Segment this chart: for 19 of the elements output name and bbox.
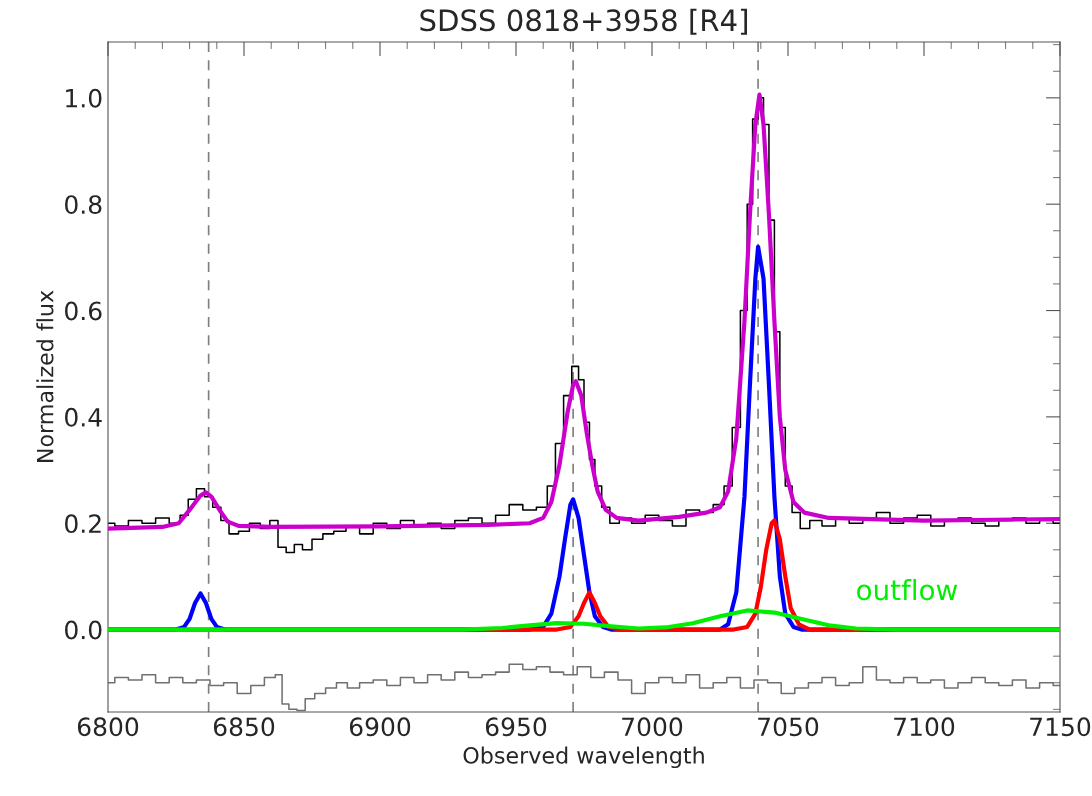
- line-series: [108, 608, 1060, 632]
- x-tick-label: 6950: [485, 717, 547, 737]
- x-tick-label: 7050: [758, 717, 819, 737]
- x-tick-label: 7150: [1030, 717, 1091, 737]
- y-tick-label: 0.4: [65, 407, 102, 427]
- x-tick-label: 6800: [77, 717, 139, 737]
- x-axis-title: Observed wavelength: [463, 746, 704, 769]
- y-tick-label: 0.0: [65, 620, 102, 640]
- x-tick-label: 7100: [894, 717, 955, 737]
- x-tick-label: 6900: [349, 717, 411, 737]
- x-tick-label: 7000: [622, 717, 683, 737]
- y-tick-label: 0.6: [65, 301, 102, 321]
- series-label: outflow: [857, 578, 958, 601]
- y-tick-label: 0.8: [65, 195, 102, 215]
- y-tick-label: 1.0: [66, 88, 102, 108]
- x-tick-label: 6850: [213, 717, 275, 737]
- chart-title: SDSS 0818+3958 [R4]: [420, 8, 747, 35]
- y-axis-title: Normalized flux: [36, 290, 54, 462]
- y-tick-label: 0.2: [65, 514, 101, 534]
